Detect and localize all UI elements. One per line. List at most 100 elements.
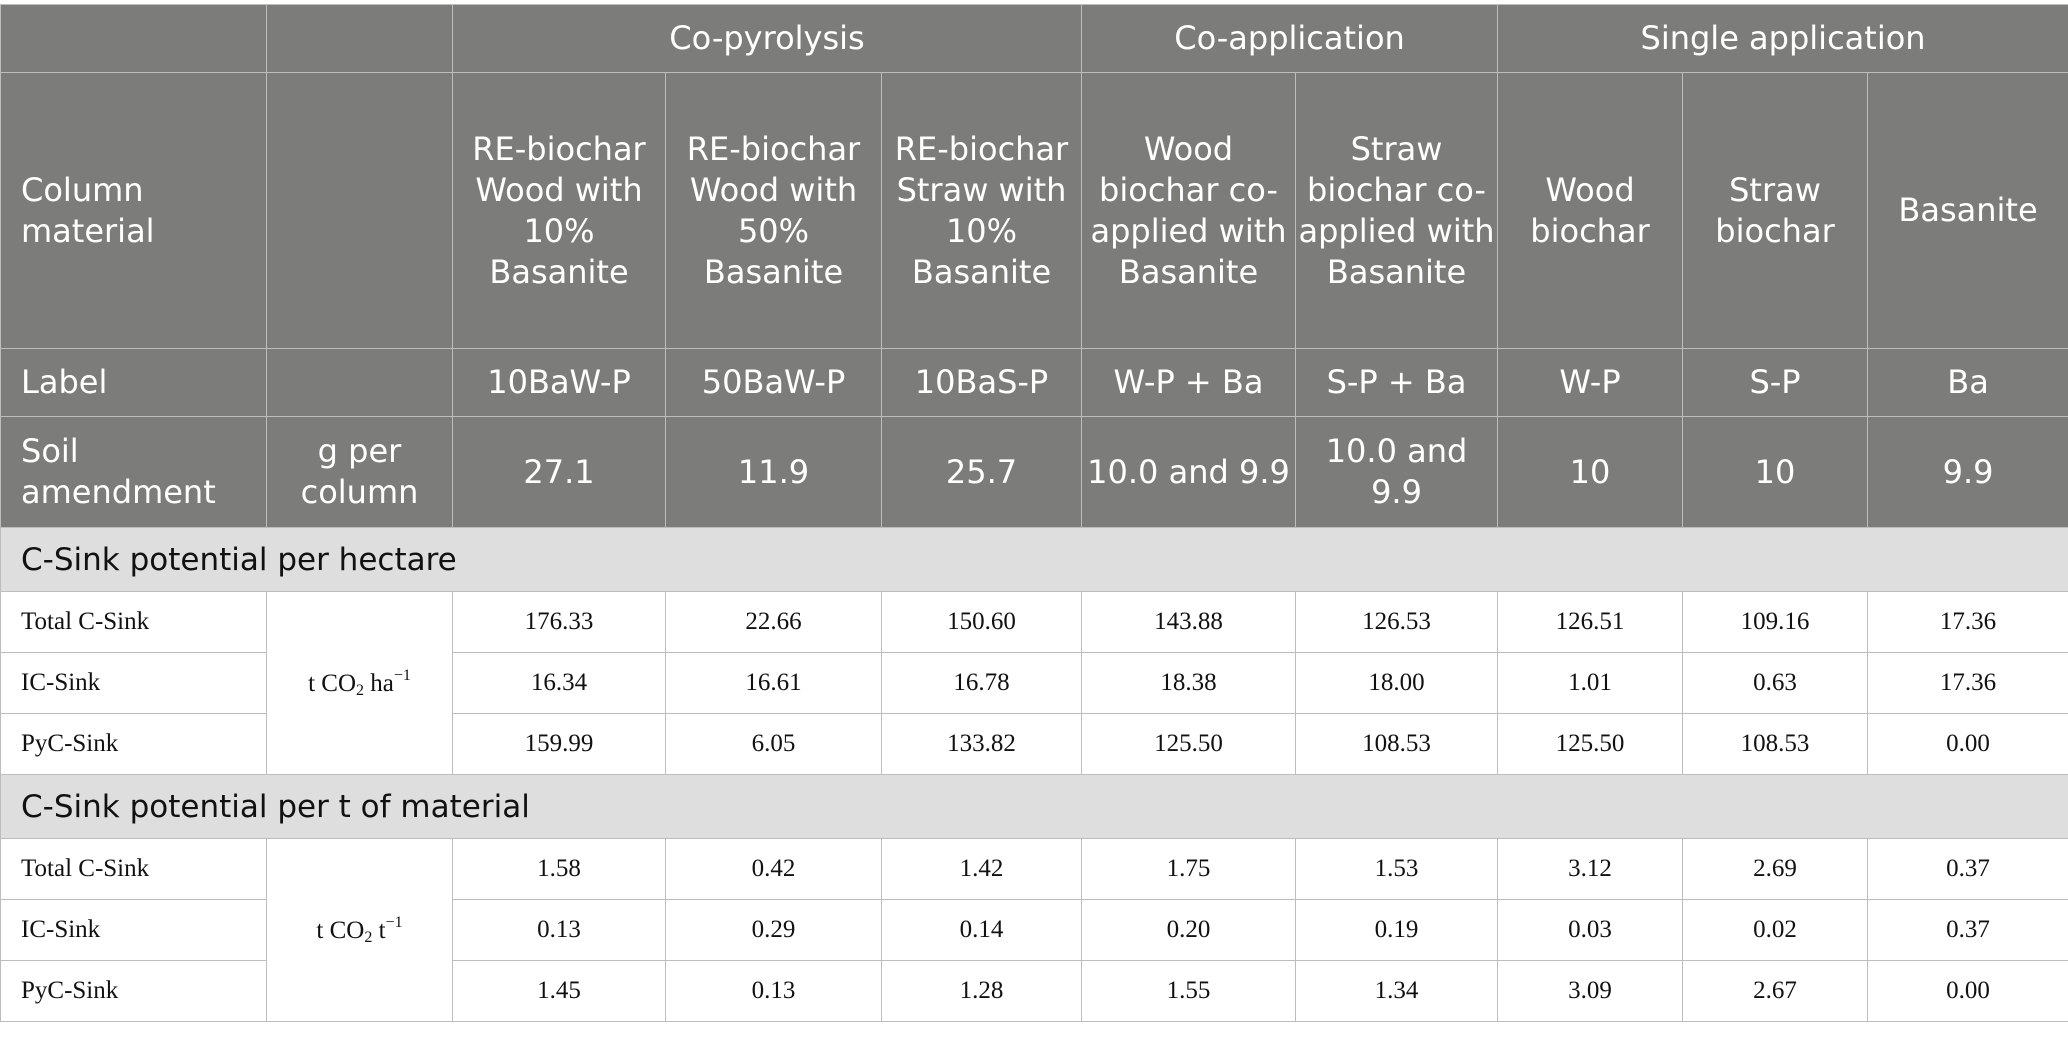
unit-text: t [372,916,386,944]
data-row: Total C-Sink t CO2 ha−1 176.33 22.66 150.60 1… [0,591,2068,775]
value-cell: 0.03 [1497,899,1684,961]
value-cell: 1.58 [452,838,666,900]
data-row: Total C-Sink t CO2 t−1 1.58 0.42 1.42 1.75 1.5… [0,838,2068,1022]
value-cell: 159.99 [452,713,666,775]
value-cell: 109.16 [1682,591,1869,653]
amendment-value: 10.0 and 9.9 [1081,416,1296,528]
value-cell: 16.34 [452,652,666,714]
table-header: Co-pyrolysis Co-application Single applica… [0,4,2068,528]
value-cell: 18.38 [1081,652,1296,714]
unit-superscript: −1 [393,666,411,684]
empty-corner-cell [266,4,453,73]
value-cell: 22.66 [665,591,882,653]
label-cell: 10BaS-P [881,348,1082,417]
column-header: RE-biochar Wood with 50% Basanite [665,72,882,349]
value-cell: 17.36 [1867,591,2068,653]
value-cell: 0.37 [1867,899,2068,961]
row-name: Total C-Sink [0,591,267,653]
label-cell: S-P + Ba [1294,348,1499,417]
value-cell: 18.00 [1294,652,1499,714]
data-row: PyC-Sink 1.45 0.13 1.28 1.55 1.34 3.09 2.67 0.00 [0,960,2068,1022]
unit-subscript: 2 [356,681,365,699]
amendment-value: 9.9 [1867,416,2068,528]
amendment-value: 10.0 and 9.9 [1294,416,1499,528]
value-cell: 0.42 [665,838,882,900]
value-cell: 1.28 [881,960,1082,1022]
value-cell: 3.12 [1497,838,1684,900]
value-cell: 3.09 [1497,960,1684,1022]
value-cell: 0.37 [1867,838,2068,900]
label-cell: 10BaW-P [452,348,666,417]
value-cell: 0.13 [665,960,882,1022]
group-header-row: Co-pyrolysis Co-application Single applica… [0,4,2068,73]
value-cell: 1.45 [452,960,666,1022]
value-cell: 6.05 [665,713,882,775]
label-cell: S-P [1682,348,1869,417]
empty-unit-cell [266,348,453,417]
value-cell: 17.36 [1867,652,2068,714]
value-cell: 1.55 [1081,960,1296,1022]
data-row: IC-Sink 0.13 0.29 0.14 0.20 0.19 0.03 0.02 0.37 [0,899,2068,961]
csink-table: Co-pyrolysis Co-application Single applica… [0,4,2068,1022]
unit-superscript: −1 [385,913,403,931]
value-cell: 2.69 [1682,838,1869,900]
value-cell: 126.53 [1294,591,1499,653]
row-name: IC-Sink [0,899,267,961]
column-header: Basanite [1867,72,2068,349]
value-cell: 108.53 [1682,713,1869,775]
value-cell: 0.13 [452,899,666,961]
empty-unit-cell [266,72,453,349]
value-cell: 0.00 [1867,713,2068,775]
row-name: PyC-Sink [0,713,267,775]
label-cell: W-P [1497,348,1684,417]
label-row: Label 10BaW-P 50BaW-P 10BaS-P W-P + Ba S-P + … [0,348,2068,417]
column-header: Wood biochar [1497,72,1684,349]
row-name: IC-Sink [0,652,267,714]
label-cell: Ba [1867,348,2068,417]
row-header-label: Label [0,348,267,417]
value-cell: 0.20 [1081,899,1296,961]
value-cell: 108.53 [1294,713,1499,775]
group-header: Co-pyrolysis [452,4,1082,73]
value-cell: 0.02 [1682,899,1869,961]
row-header-soil-amendment: Soil amendment [0,416,267,528]
value-cell: 0.14 [881,899,1082,961]
group-header: Co-application [1080,4,1499,73]
value-cell: 2.67 [1682,960,1869,1022]
amendment-value: 27.1 [452,416,666,528]
value-cell: 1.42 [881,838,1082,900]
value-cell: 0.29 [665,899,882,961]
amendment-value: 11.9 [665,416,882,528]
row-header-column-material: Column material [0,72,267,349]
value-cell: 143.88 [1081,591,1296,653]
amendment-value: 25.7 [881,416,1082,528]
column-header: Straw biochar co-applied with Basanite [1294,72,1499,349]
label-cell: W-P + Ba [1081,348,1296,417]
value-cell: 125.50 [1081,713,1296,775]
unit-text: t CO [308,669,357,697]
unit-text: ha [364,669,394,697]
section-row: C-Sink potential per t of material [0,774,2068,839]
value-cell: 1.75 [1081,838,1296,900]
column-header: Wood biochar co-applied with Basanite [1081,72,1296,349]
value-cell: 126.51 [1497,591,1684,653]
column-header: RE-biochar Wood with 10% Basanite [452,72,666,349]
value-cell: 133.82 [881,713,1082,775]
value-cell: 0.00 [1867,960,2068,1022]
value-cell: 150.60 [881,591,1082,653]
column-material-row: Column material RE-biochar Wood with 10% … [0,72,2068,349]
unit-text: t CO [316,916,365,944]
unit-cell: t CO2 t−1 [266,838,453,1022]
value-cell: 0.19 [1294,899,1499,961]
value-cell: 1.53 [1294,838,1499,900]
value-cell: 176.33 [452,591,666,653]
row-name: PyC-Sink [0,960,267,1022]
value-cell: 1.01 [1497,652,1684,714]
value-cell: 0.63 [1682,652,1869,714]
value-cell: 16.61 [665,652,882,714]
amendment-row: Soil amendment g per column 27.1 11.9 25.7 10… [0,416,2068,528]
row-name: Total C-Sink [0,838,267,900]
group-header: Single application [1497,4,2068,73]
section-title: C-Sink potential per t of material [0,774,2068,839]
section-title: C-Sink potential per hectare [0,527,2068,592]
